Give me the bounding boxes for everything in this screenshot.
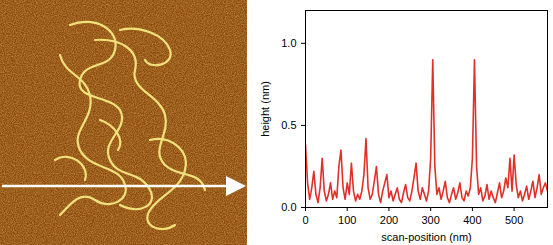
svg-text:0.0: 0.0 bbox=[281, 201, 296, 213]
svg-text:height (nm): height (nm) bbox=[259, 81, 271, 137]
svg-text:scan-position (nm): scan-position (nm) bbox=[381, 231, 471, 243]
svg-text:100: 100 bbox=[338, 214, 356, 226]
svg-text:200: 200 bbox=[380, 214, 398, 226]
svg-text:400: 400 bbox=[463, 214, 481, 226]
svg-text:500: 500 bbox=[505, 214, 523, 226]
svg-text:1.0: 1.0 bbox=[281, 37, 296, 49]
svg-text:0.5: 0.5 bbox=[281, 119, 296, 131]
svg-text:0: 0 bbox=[302, 214, 308, 226]
svg-text:300: 300 bbox=[421, 214, 439, 226]
